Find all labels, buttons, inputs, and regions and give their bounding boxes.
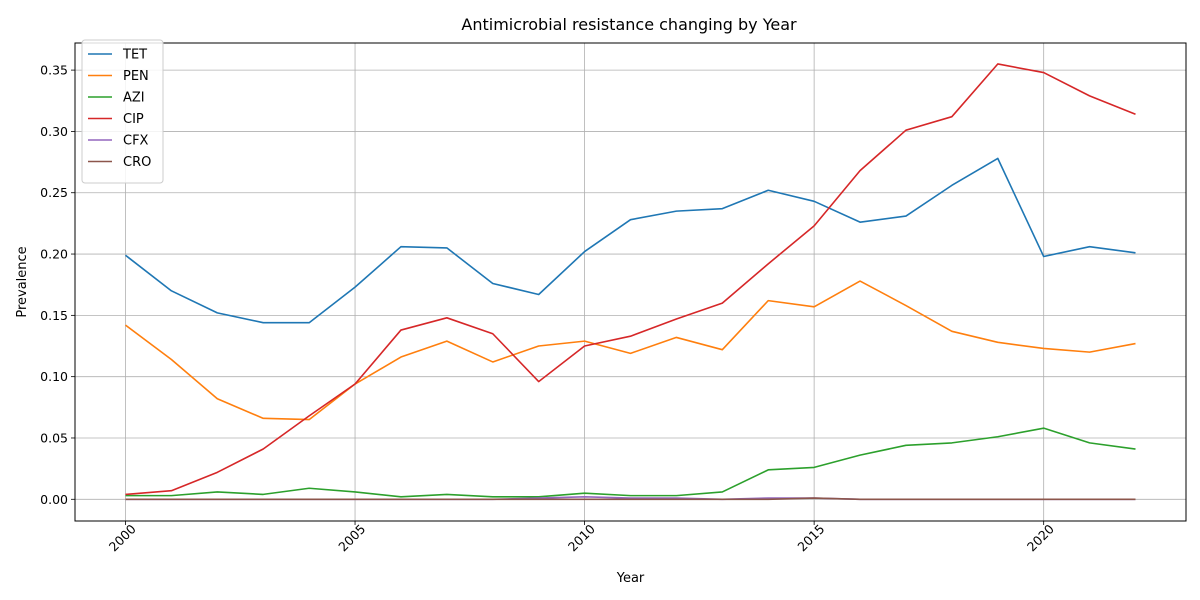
legend-label-tet: TET <box>122 48 147 63</box>
series-line-cip <box>125 63 1136 496</box>
series-lines <box>125 63 1136 501</box>
legend-label-pen: PEN <box>123 69 149 84</box>
legend-label-azi: AZI <box>123 91 145 106</box>
y-tick-label: 0.05 <box>40 430 68 445</box>
y-tick-label: 0.25 <box>40 185 68 200</box>
series-line-tet <box>125 157 1136 324</box>
y-tick-label: 0.35 <box>40 63 68 78</box>
legend-label-cfx: CFX <box>123 134 149 149</box>
y-tick-label: 0.00 <box>40 492 68 507</box>
x-axis-title: Year <box>616 571 645 586</box>
legend-label-cip: CIP <box>123 112 144 127</box>
legend-label-cro: CRO <box>123 155 151 170</box>
legend: TET PEN AZI CIP CFX CRO <box>81 39 164 184</box>
y-tick-label: 0.15 <box>40 308 68 323</box>
y-axis: 0.00 0.05 0.10 0.15 0.20 0.25 0.30 0.35 <box>40 63 75 507</box>
chart-title: Antimicrobial resistance changing by Yea… <box>461 15 797 34</box>
series-line-cro <box>125 497 1136 501</box>
y-tick-label: 0.20 <box>40 247 68 262</box>
y-tick-label: 0.30 <box>40 124 68 139</box>
series-line-pen <box>125 280 1136 421</box>
plot-frame <box>74 42 1187 522</box>
y-axis-title: Prevalence <box>15 246 30 317</box>
series-line-azi <box>125 427 1136 498</box>
y-tick-label: 0.10 <box>40 369 68 384</box>
